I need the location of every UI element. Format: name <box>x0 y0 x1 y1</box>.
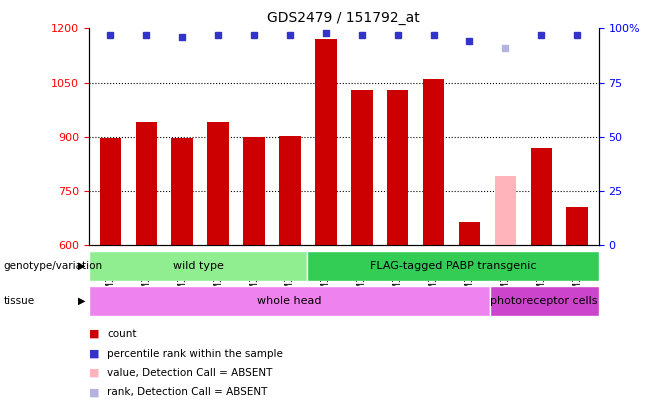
Text: wild type: wild type <box>172 261 224 271</box>
Bar <box>243 136 265 245</box>
Bar <box>307 251 599 281</box>
Bar <box>490 286 599 316</box>
Bar <box>315 39 337 245</box>
Text: ▶: ▶ <box>78 296 85 305</box>
Text: genotype/variation: genotype/variation <box>3 261 103 271</box>
Bar <box>89 251 307 281</box>
Bar <box>351 90 372 245</box>
Text: ▶: ▶ <box>78 261 85 271</box>
Text: ■: ■ <box>89 388 99 397</box>
Bar <box>567 207 588 245</box>
Bar <box>172 138 193 245</box>
Bar <box>459 222 480 245</box>
Text: photoreceptor cells: photoreceptor cells <box>490 296 598 306</box>
Text: count: count <box>107 329 137 339</box>
Text: whole head: whole head <box>257 296 321 306</box>
Bar <box>207 122 229 245</box>
Text: rank, Detection Call = ABSENT: rank, Detection Call = ABSENT <box>107 388 268 397</box>
Bar <box>530 147 552 245</box>
Bar <box>99 138 121 245</box>
Text: FLAG-tagged PABP transgenic: FLAG-tagged PABP transgenic <box>370 261 536 271</box>
Text: percentile rank within the sample: percentile rank within the sample <box>107 349 283 358</box>
Bar <box>423 79 444 245</box>
Bar <box>89 286 490 316</box>
Bar <box>279 136 301 245</box>
Text: ■: ■ <box>89 329 99 339</box>
Bar <box>387 90 409 245</box>
Bar <box>495 177 516 245</box>
Text: value, Detection Call = ABSENT: value, Detection Call = ABSENT <box>107 368 272 378</box>
Text: ■: ■ <box>89 349 99 358</box>
Text: tissue: tissue <box>3 296 34 305</box>
Bar <box>136 122 157 245</box>
Title: GDS2479 / 151792_at: GDS2479 / 151792_at <box>267 11 420 25</box>
Text: ■: ■ <box>89 368 99 378</box>
